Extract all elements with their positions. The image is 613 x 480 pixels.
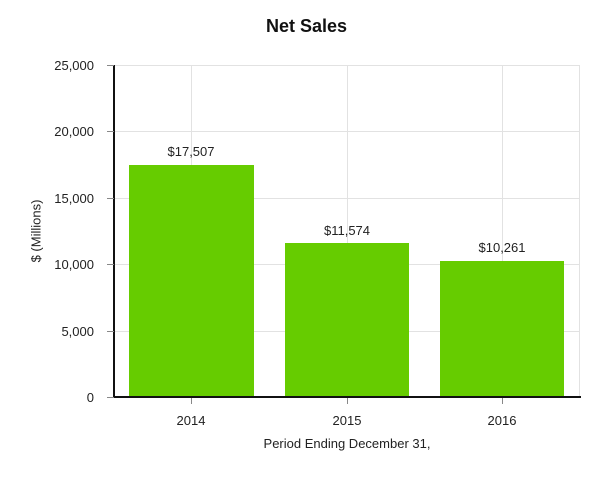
vgridline-2015 (347, 65, 348, 397)
y-tick-mark (107, 131, 114, 132)
x-tick-label-2014: 2014 (176, 413, 206, 428)
y-tick-mark (107, 331, 114, 332)
x-tick-label-2015: 2015 (332, 413, 362, 428)
y-tick-label: 25,000 (54, 58, 94, 73)
bar-2016 (440, 261, 564, 397)
x-tick-mark (347, 398, 348, 404)
plot-right-edge (579, 65, 580, 397)
data-label-2016: $10,261 (478, 240, 526, 255)
y-tick-label: 10,000 (54, 257, 94, 272)
chart-title: Net Sales (265, 16, 348, 36)
y-tick-label: 0 (86, 390, 94, 405)
x-tick-mark (191, 398, 192, 404)
bar-2014 (129, 165, 254, 397)
y-tick-mark (107, 397, 114, 398)
y-tick-label: 15,000 (54, 191, 94, 206)
y-tick-label: 5,000 (61, 324, 94, 339)
y-axis-line (113, 65, 115, 398)
x-axis-line (113, 396, 581, 398)
y-tick-mark (107, 198, 114, 199)
vgridline-2016 (502, 65, 503, 397)
y-tick-mark (107, 65, 114, 66)
y-axis-title: $ (Millions) (28, 199, 44, 263)
data-label-2015: $11,574 (323, 223, 371, 238)
bar-2015 (285, 243, 409, 397)
y-tick-mark (107, 264, 114, 265)
data-label-2014: $17,507 (167, 144, 215, 159)
y-tick-label: 20,000 (54, 124, 94, 139)
x-axis-title: Period Ending December 31, (263, 436, 431, 451)
x-tick-mark (502, 398, 503, 404)
x-tick-label-2016: 2016 (487, 413, 517, 428)
